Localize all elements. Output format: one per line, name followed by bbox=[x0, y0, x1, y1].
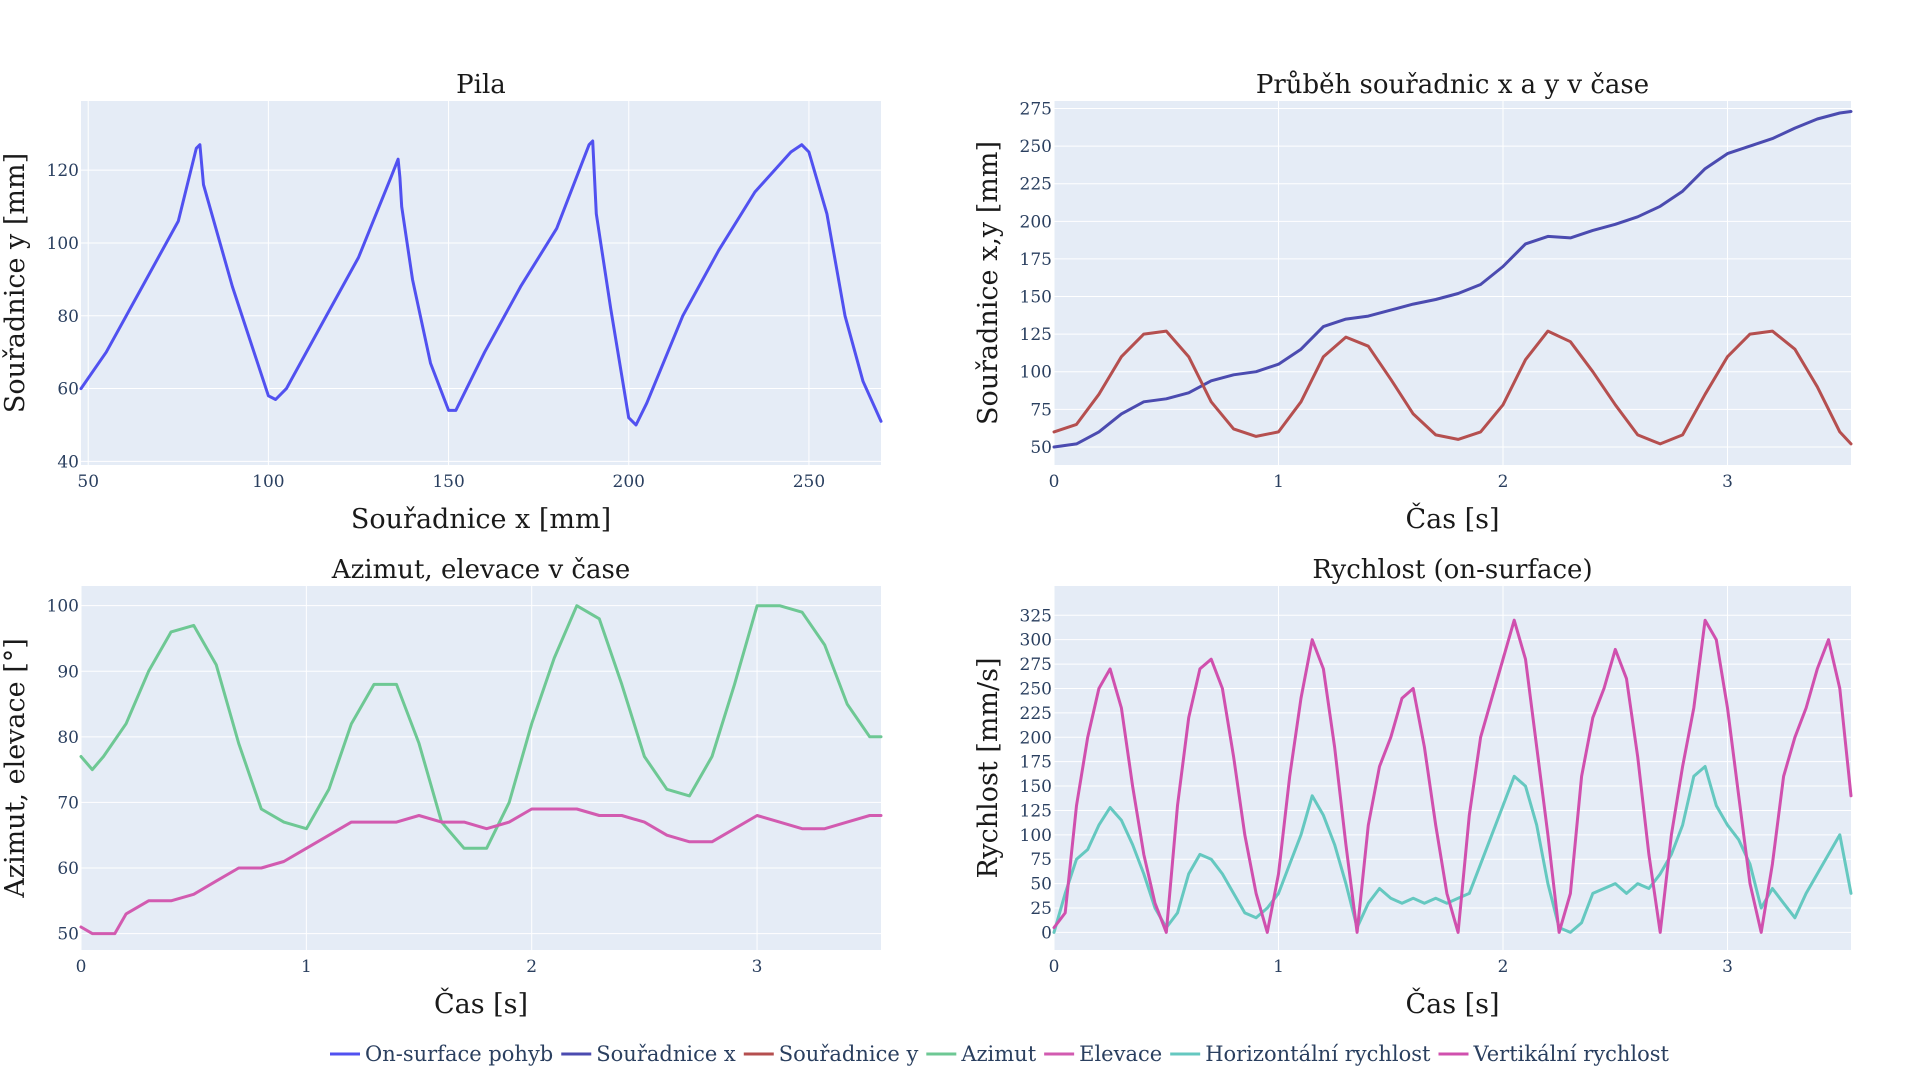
series-line-2 bbox=[79, 807, 883, 936]
series-line-1 bbox=[79, 604, 883, 850]
x-axis-label: Čas [s] bbox=[434, 986, 528, 1020]
series-line-2 bbox=[1052, 329, 1853, 446]
x-tick-label: 0 bbox=[1049, 472, 1060, 492]
y-axis-label: Souřadnice x,y [mm] bbox=[973, 141, 1004, 425]
x-tick-label: 250 bbox=[793, 472, 825, 492]
y-tick-label: 175 bbox=[1020, 753, 1052, 773]
y-tick-label: 200 bbox=[1020, 212, 1052, 232]
y-tick-label: 100 bbox=[1020, 363, 1052, 383]
legend-item: Vertikální rychlost bbox=[1438, 1042, 1670, 1066]
y-axis-label: Azimut, elevace [°] bbox=[0, 638, 31, 899]
legend-label: Souřadnice x bbox=[596, 1042, 736, 1066]
y-tick-label: 75 bbox=[1030, 850, 1052, 870]
y-tick-label: 100 bbox=[47, 234, 79, 254]
y-tick-label: 75 bbox=[1030, 400, 1052, 420]
x-axis-label: Čas [s] bbox=[1405, 986, 1499, 1020]
x-axis-label: Čas [s] bbox=[1405, 501, 1499, 535]
x-tick-label: 50 bbox=[77, 472, 99, 492]
chart-title: Azimut, elevace v čase bbox=[331, 555, 630, 585]
legend-item: Horizontální rychlost bbox=[1170, 1042, 1431, 1066]
series-line-1 bbox=[79, 139, 883, 427]
y-tick-label: 90 bbox=[57, 662, 79, 682]
y-tick-label: 80 bbox=[57, 728, 79, 748]
y-tick-label: 50 bbox=[1030, 875, 1052, 895]
y-tick-label: 200 bbox=[1020, 728, 1052, 748]
plot-area bbox=[1054, 586, 1851, 950]
legend-label: Elevace bbox=[1079, 1042, 1162, 1066]
y-tick-label: 175 bbox=[1020, 250, 1052, 270]
series-line-2 bbox=[1052, 618, 1853, 934]
y-tick-label: 60 bbox=[57, 380, 79, 400]
panel-rychlost: 0 1 2 3 0 25 50 75 100 125 150 175 200 225 250 275 300 32… bbox=[973, 555, 1853, 1020]
plot-area bbox=[81, 586, 881, 950]
y-axis-label: Souřadnice y [mm] bbox=[0, 153, 31, 413]
y-tick-label: 60 bbox=[57, 859, 79, 879]
y-tick-label: 325 bbox=[1020, 606, 1052, 626]
y-tick-label: 120 bbox=[47, 161, 79, 181]
y-tick-label: 250 bbox=[1020, 137, 1052, 157]
legend-item: Azimut bbox=[926, 1042, 1037, 1066]
y-tick-label: 50 bbox=[57, 925, 79, 945]
x-tick-label: 0 bbox=[1049, 957, 1060, 977]
x-tick-label: 1 bbox=[1273, 957, 1284, 977]
x-tick-label: 2 bbox=[1498, 957, 1509, 977]
chart-title: Průběh souřadnic x a y v čase bbox=[1256, 70, 1649, 100]
x-tick-label: 3 bbox=[752, 957, 763, 977]
legend-label: Souřadnice y bbox=[779, 1042, 919, 1066]
y-tick-label: 125 bbox=[1020, 325, 1052, 345]
x-tick-label: 3 bbox=[1722, 472, 1733, 492]
legend-item: Souřadnice y bbox=[743, 1042, 919, 1066]
y-tick-label: 275 bbox=[1020, 655, 1052, 675]
y-tick-label: 250 bbox=[1020, 679, 1052, 699]
x-tick-label: 150 bbox=[432, 472, 464, 492]
plot-area bbox=[1054, 101, 1851, 465]
chart-title: Pila bbox=[456, 70, 506, 100]
y-tick-label: 70 bbox=[57, 793, 79, 813]
x-tick-label: 200 bbox=[613, 472, 645, 492]
y-tick-label: 125 bbox=[1020, 801, 1052, 821]
x-tick-label: 3 bbox=[1722, 957, 1733, 977]
y-tick-label: 225 bbox=[1020, 704, 1052, 724]
legend-label: Vertikální rychlost bbox=[1473, 1042, 1670, 1066]
legend-item: Souřadnice x bbox=[561, 1042, 736, 1066]
y-tick-label: 275 bbox=[1020, 100, 1052, 120]
series-line-1 bbox=[1052, 765, 1853, 934]
x-tick-label: 1 bbox=[1273, 472, 1284, 492]
panel-prubeh-souradnic: 0 1 2 3 50 75 100 125 150 175 200 225 250 275 Průběh s… bbox=[973, 70, 1853, 535]
y-tick-label: 150 bbox=[1020, 777, 1052, 797]
y-tick-label: 25 bbox=[1030, 899, 1052, 919]
y-tick-label: 40 bbox=[57, 452, 79, 472]
series-line-1 bbox=[1052, 110, 1853, 449]
y-axis-label: Rychlost [mm/s] bbox=[973, 657, 1004, 878]
chart-title: Rychlost (on-surface) bbox=[1312, 555, 1592, 585]
x-tick-label: 1 bbox=[301, 957, 312, 977]
x-tick-label: 2 bbox=[526, 957, 537, 977]
y-tick-label: 225 bbox=[1020, 175, 1052, 195]
y-tick-label: 50 bbox=[1030, 438, 1052, 458]
legend-item: Elevace bbox=[1044, 1042, 1162, 1066]
x-tick-label: 2 bbox=[1498, 472, 1509, 492]
panel-azimut-elevace: 0 1 2 3 50 60 70 80 90 100 Azimut, elevace v čase Č… bbox=[0, 555, 883, 1020]
legend-label: Horizontální rychlost bbox=[1205, 1042, 1431, 1066]
y-tick-label: 80 bbox=[57, 307, 79, 327]
legend-label: On-surface pohyb bbox=[365, 1042, 553, 1066]
legend-label: Azimut bbox=[960, 1042, 1036, 1066]
x-tick-label: 0 bbox=[76, 957, 87, 977]
y-tick-label: 150 bbox=[1020, 288, 1052, 308]
legend-item: On-surface pohyb bbox=[330, 1042, 553, 1066]
y-tick-label: 300 bbox=[1020, 631, 1052, 651]
x-tick-label: 100 bbox=[252, 472, 284, 492]
y-tick-label: 0 bbox=[1041, 923, 1052, 943]
legend: On-surface pohyb Souřadnice x Souřadnice y… bbox=[330, 1042, 1670, 1066]
plot-area bbox=[81, 101, 881, 465]
y-tick-label: 100 bbox=[1020, 826, 1052, 846]
panel-pila: 50 100 150 200 250 40 60 80 100 120 Pila Souřadnice… bbox=[0, 70, 883, 535]
y-tick-label: 100 bbox=[47, 597, 79, 617]
x-axis-label: Souřadnice x [mm] bbox=[351, 504, 611, 535]
